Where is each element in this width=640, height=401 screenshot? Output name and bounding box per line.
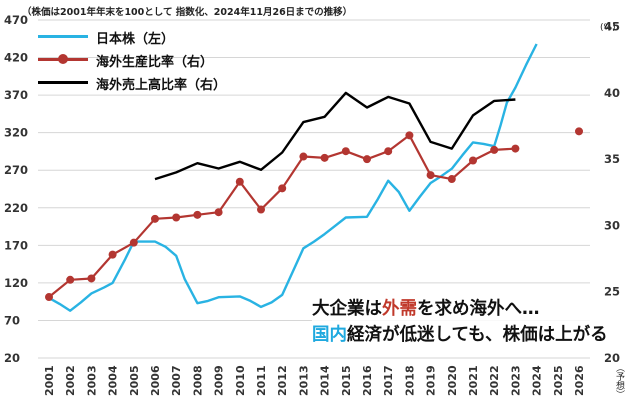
x-tick-label: 2012 [276,365,289,396]
right-tick-label: 40 [604,86,620,100]
chart-note: （株価は2001年年末を100として 指数化、2024年11月26日までの推移） [22,7,353,18]
left-tick-label: 70 [4,313,20,327]
series-point-1 [447,175,456,184]
series-point-1 [235,177,244,186]
legend-swatch-sales [38,81,88,84]
x-tick-label: 2001 [43,365,56,396]
series-point-1 [193,210,202,219]
left-axis-ticks: 20 70 120 170 220 270 320 370 420 470 [4,13,28,365]
legend-label-stock: 日本株（左） [96,32,175,47]
series-point-1 [278,184,287,193]
right-tick-label: 30 [604,218,620,232]
x-tick-label: 2021 [467,365,480,396]
x-tick-label: 2004 [107,365,120,396]
x-tick-label: 2025 [552,365,565,396]
x-tick-label: 2014 [319,365,332,396]
series-line-0 [48,43,538,312]
legend-swatch-stock [38,35,88,38]
series-point-1 [320,153,329,162]
series-point-1 [511,144,520,153]
right-tick-label: 25 [604,285,620,299]
series-point-1 [426,171,435,180]
x-tick-label: 2013 [297,365,310,396]
series-point-1 [363,155,371,164]
headline-1a: 大企業は [312,299,382,319]
x-tick-label: 2005 [128,365,141,396]
left-tick-label: 170 [4,238,28,252]
right-tick-label: 35 [604,152,620,166]
headline-line-1: 大企業は外需を求め海外へ… [312,296,608,322]
series-point-1 [172,213,181,222]
series-layer [45,43,583,312]
x-tick-label: 2019 [425,365,438,396]
x-tick-label: 2026 [573,365,586,396]
forecast-label: （予想） [614,363,624,399]
headline: 大企業は外需を求め海外へ… 国内経済が低迷しても、株価は上がる [312,296,608,348]
legend-marker-production [58,54,68,64]
headline-line-2: 国内経済が低迷しても、株価は上がる [312,322,608,348]
series-point-1 [384,147,393,156]
right-axis-ticks: 20 25 30 35 40 45 [604,20,620,365]
series-point-1 [45,293,53,302]
left-tick-label: 470 [4,13,28,27]
legend-label-production: 海外生産比率（右） [96,55,214,70]
x-axis-ticks: 2001 2002 2003 2004 2005 2006 2007 2008 2009 2010… [43,365,586,396]
series-point-1 [490,145,499,154]
series-point-1 [66,275,75,284]
x-tick-label: 2024 [531,365,544,396]
headline-1c: を求め海外へ… [417,299,540,319]
right-tick-label: 20 [604,351,620,365]
forecast-point-1 [575,127,583,136]
left-tick-label: 370 [4,88,28,102]
x-tick-label: 2017 [382,365,395,396]
series-point-1 [257,205,265,214]
headline-2a-blue: 国内 [312,325,347,345]
x-tick-label: 2011 [255,365,268,396]
x-tick-label: 2015 [340,365,353,396]
series-point-1 [341,147,350,156]
left-tick-label: 320 [4,126,28,140]
left-tick-label: 270 [4,163,28,177]
left-tick-label: 120 [4,276,28,290]
headline-2b: 経済が低迷しても、株価は上がる [347,325,608,345]
series-point-1 [151,214,159,223]
series-point-1 [87,274,96,283]
x-tick-label: 2006 [149,365,162,396]
series-point-1 [214,208,223,217]
x-tick-label: 2018 [403,365,416,396]
x-tick-label: 2020 [446,365,459,396]
series-line-2 [154,91,516,181]
x-tick-label: 2010 [234,365,247,396]
series-point-1 [469,156,477,165]
x-tick-label: 2003 [85,365,98,396]
x-tick-label: 2023 [509,365,522,396]
right-tick-label: 45 [604,20,620,34]
left-tick-label: 420 [4,51,28,65]
headline-1b-red: 外需 [382,299,417,319]
series-point-1 [405,131,414,140]
x-tick-label: 2009 [213,365,226,396]
series-point-1 [129,238,138,247]
x-tick-label: 2008 [191,365,204,396]
legend-label-sales: 海外売上高比率（右） [96,78,227,93]
series-point-1 [299,152,308,161]
series-point-1 [108,250,117,259]
left-tick-label: 20 [4,351,20,365]
x-tick-label: 2007 [170,365,183,396]
right-axis-unit: (%) [600,23,616,33]
x-tick-label: 2016 [361,365,374,396]
left-tick-label: 220 [4,201,28,215]
x-tick-label: 2022 [488,365,501,396]
x-tick-label: 2002 [64,365,77,396]
